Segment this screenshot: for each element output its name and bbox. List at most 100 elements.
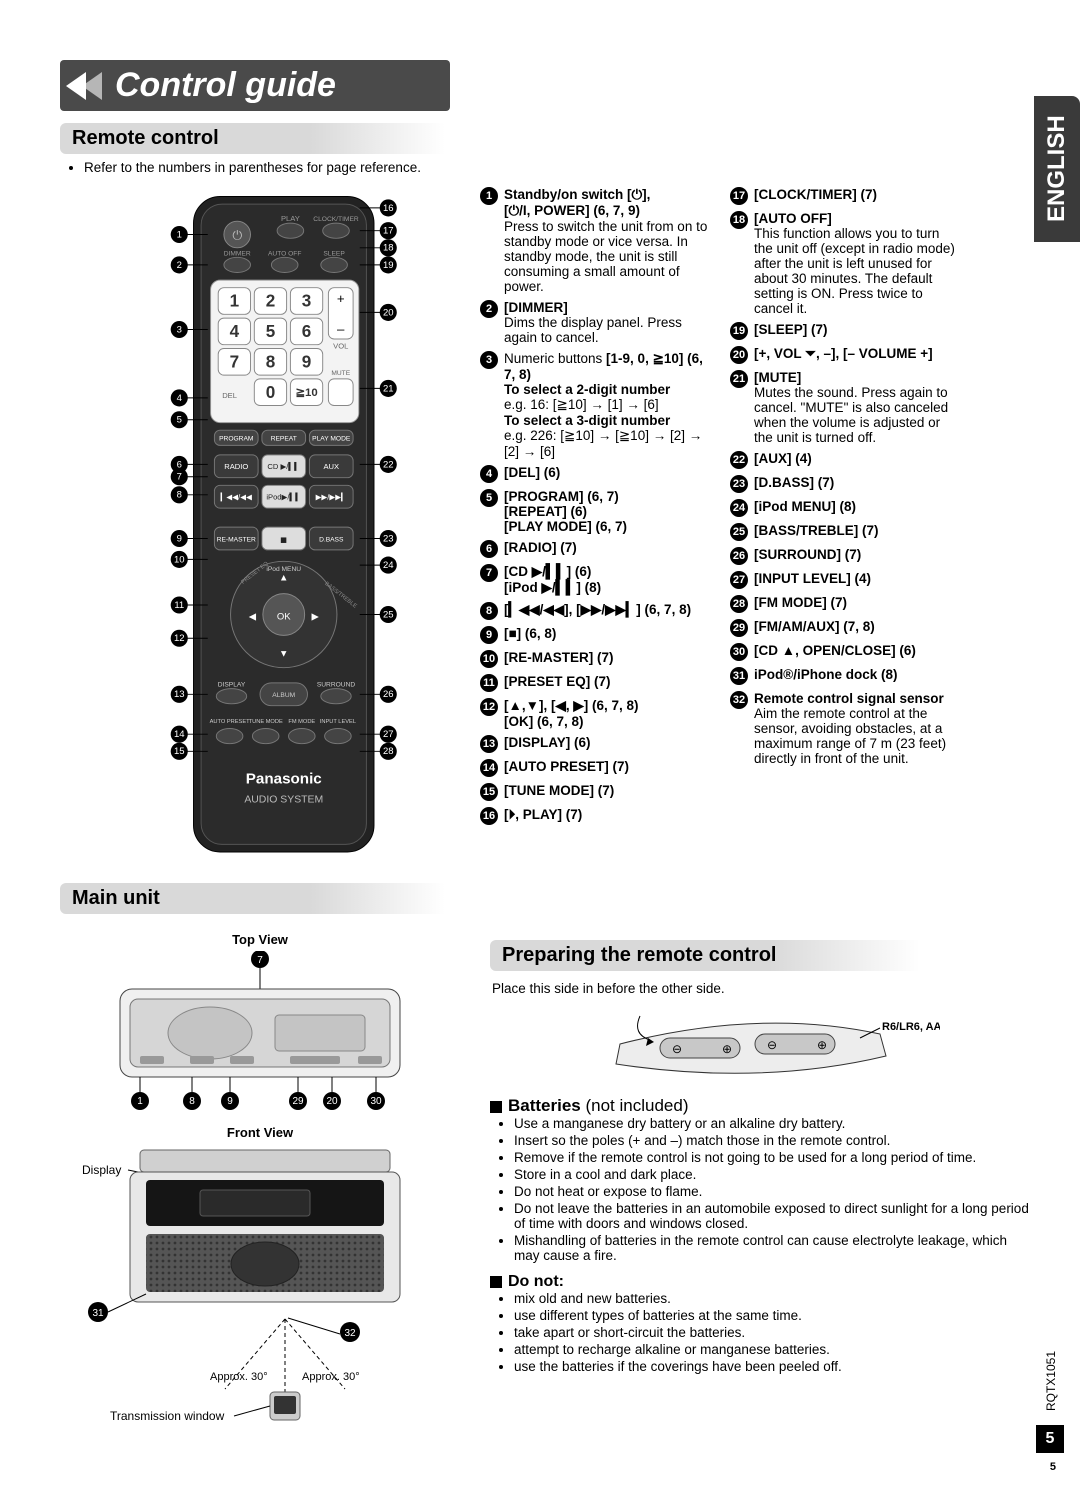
batteries-heading: Batteries (not included) [490,1096,1030,1116]
svg-text:20: 20 [383,307,394,318]
desc-item-28: 28[FM MODE] (7) [730,595,960,613]
svg-text:11: 11 [174,600,184,611]
svg-text:9: 9 [302,353,312,372]
svg-text:7: 7 [230,353,240,372]
section-preparing-remote: Preparing the remote control [490,940,920,971]
desc-item-26: 26[SURROUND] (7) [730,547,960,565]
svg-text:3: 3 [302,292,312,311]
item-number: 18 [730,211,748,229]
svg-text:4: 4 [230,322,240,341]
svg-text:25: 25 [383,609,394,620]
svg-text:4: 4 [177,393,182,404]
svg-text:▶▶/▶▶▎: ▶▶/▶▶▎ [316,492,347,502]
item-number: 25 [730,523,748,541]
svg-text:PROGRAM: PROGRAM [219,436,253,443]
front-view-label: Front View [60,1125,460,1140]
svg-text:9: 9 [227,1096,233,1107]
svg-text:–: – [337,321,345,336]
svg-text:◀: ◀ [249,611,257,622]
svg-text:AUTO OFF: AUTO OFF [268,250,301,257]
battery-bullet: Use a manganese dry battery or an alkali… [514,1116,1030,1131]
battery-bullet: Mishandling of batteries in the remote c… [514,1233,1030,1263]
svg-text:RE-MASTER: RE-MASTER [217,536,256,543]
svg-text:▲: ▲ [279,572,288,583]
battery-illustration: ⊖⊕ ⊖⊕ R6/LR6, AA [580,1000,940,1090]
desc-item-32: 32Remote control signal sensorAim the re… [730,691,960,766]
section-main-unit: Main unit [60,883,445,914]
language-tab: ENGLISH [1034,96,1080,242]
svg-text:31: 31 [92,1308,104,1319]
desc-item-23: 23[D.BASS] (7) [730,475,960,493]
svg-text:1: 1 [137,1096,143,1107]
svg-text:Approx. 30°: Approx. 30° [302,1371,360,1383]
svg-text:9: 9 [177,533,182,544]
item-number: 6 [480,540,498,558]
svg-text:TUNE MODE: TUNE MODE [249,719,283,725]
svg-text:▼: ▼ [279,648,288,659]
remote-illustration: ⏻ PLAY CLOCK/TIMER DIMMER AUTO OFF SLEEP… [70,187,450,871]
svg-text:RADIO: RADIO [224,462,248,471]
svg-text:PLAY: PLAY [281,214,300,223]
svg-text:7: 7 [177,472,182,483]
svg-text:22: 22 [383,459,394,470]
svg-text:iPod▶/▍▍: iPod▶/▍▍ [266,492,301,502]
svg-text:29: 29 [292,1096,304,1107]
battery-bullet: Store in a cool and dark place. [514,1167,1030,1182]
desc-item-13: 13[DISPLAY] (6) [480,735,710,753]
desc-item-3: 3Numeric buttons [1-9, 0, ≧10] (6, 7, 8)… [480,351,710,459]
batteries-bullets: Use a manganese dry battery or an alkali… [514,1116,1030,1263]
battery-bullet: Do not leave the batteries in an automob… [514,1201,1030,1231]
item-number: 24 [730,499,748,517]
svg-text:23: 23 [383,533,394,544]
top-view-illustration: 7 189292030 [80,951,440,1121]
desc-item-8: 8[▎◀◀/◀◀], [▶▶/▶▶▎] (6, 7, 8) [480,602,710,620]
donot-bullets: mix old and new batteries.use different … [514,1291,1030,1374]
svg-text:Display: Display [82,1163,121,1177]
donot-bullet: mix old and new batteries. [514,1291,1030,1306]
item-number: 14 [480,759,498,777]
item-number: 28 [730,595,748,613]
svg-text:REPEAT: REPEAT [271,436,297,443]
desc-item-30: 30[CD ▲, OPEN/CLOSE] (6) [730,643,960,661]
svg-text:SLEEP: SLEEP [323,250,345,257]
desc-item-16: 16[⏵, PLAY] (7) [480,807,710,825]
desc-item-18: 18[AUTO OFF]This function allows you to … [730,211,960,316]
desc-item-9: 9[■] (6, 8) [480,626,710,644]
svg-text:FM MODE: FM MODE [288,719,315,725]
item-number: 31 [730,667,748,685]
svg-text:16: 16 [383,203,394,214]
item-number: 27 [730,571,748,589]
item-number: 23 [730,475,748,493]
item-number: 2 [480,300,498,318]
svg-text:▎◀◀/◀◀: ▎◀◀/◀◀ [220,492,253,502]
item-number: 4 [480,465,498,483]
battery-bullet: Do not heat or expose to flame. [514,1184,1030,1199]
svg-text:DIMMER: DIMMER [224,250,251,257]
donot-bullet: take apart or short-circuit the batterie… [514,1325,1030,1340]
page-code: RQTX1051 [1044,1351,1058,1411]
svg-text:7: 7 [257,955,263,966]
svg-text:■: ■ [280,534,287,546]
svg-text:⏻: ⏻ [232,228,242,242]
item-number: 19 [730,322,748,340]
svg-text:26: 26 [383,689,394,700]
svg-text:10: 10 [174,554,185,565]
desc-item-20: 20[+, VOL ⏷, –], [– VOLUME +] [730,346,960,364]
svg-text:30: 30 [370,1096,382,1107]
prep-place-text: Place this side in before the other side… [492,981,1030,996]
svg-text:32: 32 [344,1328,356,1339]
svg-text:MUTE: MUTE [331,370,350,377]
svg-text:⊖: ⊖ [672,1042,682,1056]
svg-text:1: 1 [230,292,240,311]
item-number: 29 [730,619,748,637]
svg-text:14: 14 [174,729,185,740]
item-number: 3 [480,351,498,369]
desc-item-25: 25[BASS/TREBLE] (7) [730,523,960,541]
desc-item-6: 6[RADIO] (7) [480,540,710,558]
svg-text:18: 18 [383,243,394,254]
svg-text:≧10: ≧10 [295,387,317,399]
item-number: 30 [730,643,748,661]
item-number: 15 [480,783,498,801]
desc-item-5: 5[PROGRAM] (6, 7) [REPEAT] (6) [PLAY MOD… [480,489,710,534]
svg-text:20: 20 [326,1096,338,1107]
